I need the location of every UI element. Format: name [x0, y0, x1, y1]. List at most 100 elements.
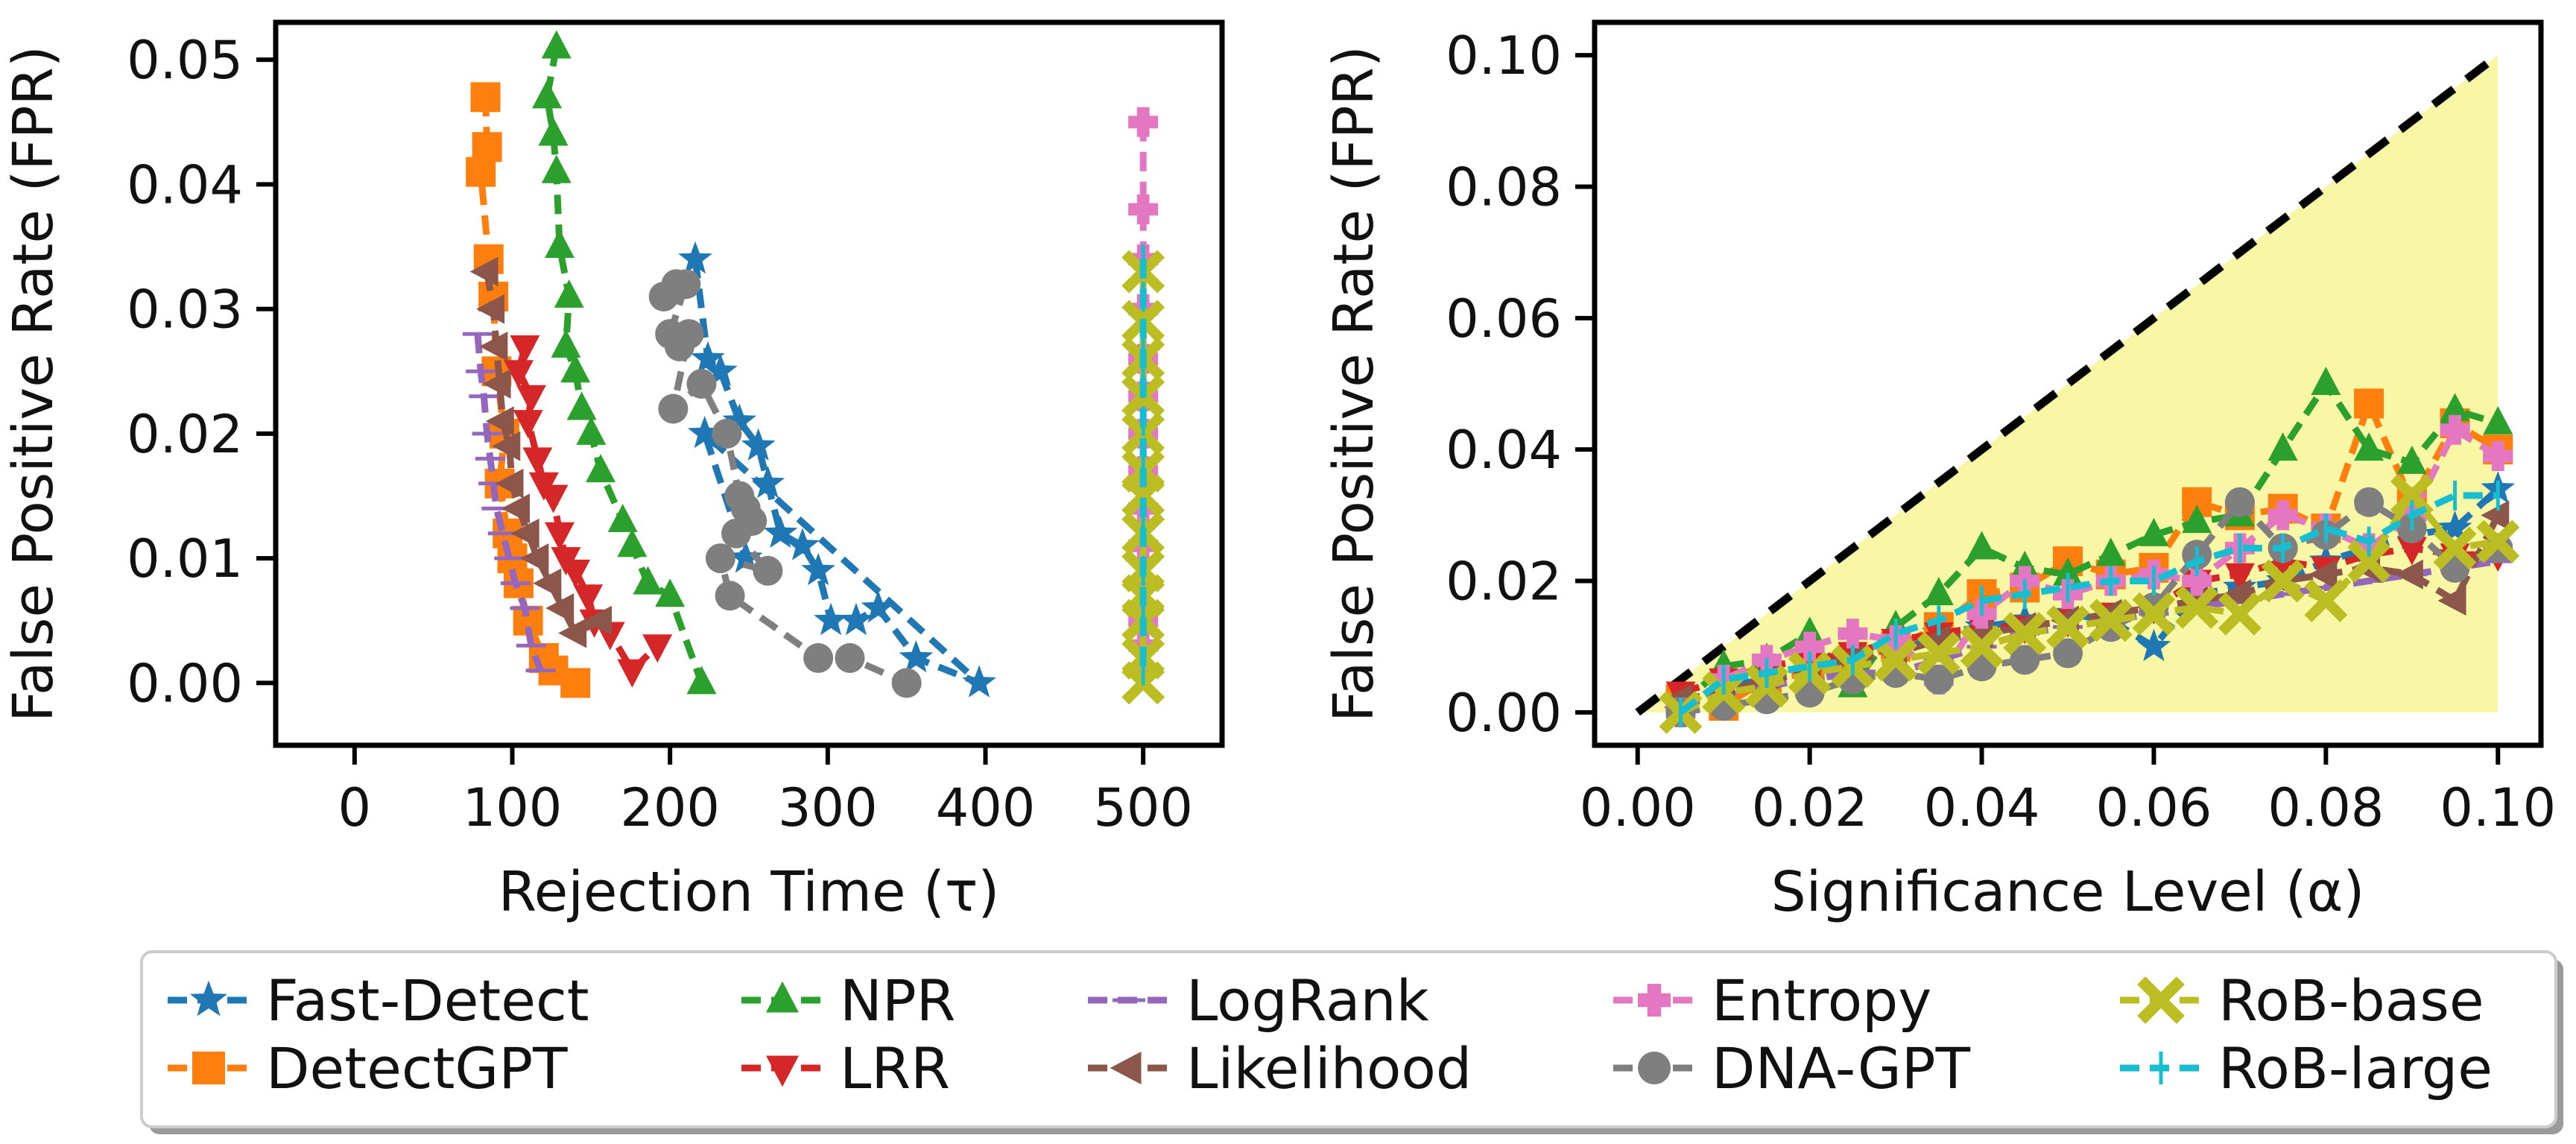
legend-label: Likelihood [1186, 1035, 1472, 1102]
left-point-npr [617, 528, 648, 557]
left-point-npr [566, 391, 597, 420]
left-axis-ticks: 0 100 200 300 400 500 0.00 0.01 0.02 0.03 0.04 0.05 [127, 30, 1193, 838]
legend-marker-detectgpt [192, 1052, 225, 1084]
right-line-rob-large [1678, 492, 2499, 715]
legend-label: DetectGPT [266, 1035, 568, 1102]
legend-item-lrr: LRR [741, 1035, 950, 1102]
right-series-marks [1659, 367, 2520, 734]
left-plot-background [276, 22, 1222, 745]
left-point-fast-detect [814, 602, 848, 636]
left-point-detectgpt [472, 132, 502, 162]
left-x-axis-label: Rejection Time (τ) [499, 860, 1000, 924]
right-point-detectgpt [2354, 388, 2384, 419]
left-series-npr [532, 30, 717, 695]
right-point-dna-gpt [1923, 664, 1954, 695]
right-y-tick-label: 0.08 [1446, 157, 1562, 218]
left-point-dna-gpt [671, 269, 701, 300]
left-point-npr [538, 117, 569, 146]
left-point-lrr [573, 584, 604, 613]
left-point-dna-gpt [705, 543, 735, 574]
left-point-npr [586, 454, 616, 483]
right-point-npr [2053, 557, 2083, 586]
left-point-lrr [545, 522, 575, 551]
legend-label: Entropy [1712, 967, 1931, 1034]
left-series-likelihood [469, 256, 613, 648]
right-y-axis-label: False Positive Rate (FPR) [1322, 45, 1386, 722]
right-point-npr [2396, 445, 2427, 474]
right-point-fast-detect [2437, 511, 2472, 543]
left-y-tick-label: 0.00 [127, 653, 243, 714]
left-point-fast-detect [741, 428, 776, 461]
left-point-lrr [516, 385, 546, 414]
legend-marker-rob-base [2137, 976, 2185, 1024]
left-point-npr [532, 80, 563, 109]
left-point-likelihood [485, 406, 514, 437]
left-point-npr [607, 503, 638, 532]
right-point-dna-gpt [2053, 638, 2083, 669]
left-point-dna-gpt [715, 581, 745, 611]
right-point-rob-base [2132, 592, 2176, 636]
left-point-dna-gpt [721, 518, 752, 549]
legend-item-dna-gpt: DNA-GPT [1613, 1035, 1971, 1102]
right-y-tick-label: 0.00 [1446, 683, 1562, 744]
left-series-dna-gpt [648, 269, 922, 698]
legend-marker-entropy [1638, 984, 1671, 1017]
left-point-dna-gpt [686, 369, 717, 399]
legend-label: Fast-Detect [266, 967, 589, 1034]
right-point-entropy [2440, 414, 2470, 445]
right-x-tick-label: 0.02 [1752, 777, 1868, 838]
right-point-rob-base [2261, 559, 2305, 603]
right-point-rob-base [2046, 605, 2089, 649]
left-point-dna-gpt [674, 319, 704, 350]
left-point-detectgpt [560, 668, 591, 698]
left-series-fast-detect [678, 241, 996, 698]
legend-item-logrank: LogRank [1088, 967, 1429, 1034]
left-point-dna-gpt [658, 394, 689, 424]
right-x-tick-label: 0.10 [2440, 777, 2556, 838]
right-point-rob-base [1917, 631, 1961, 675]
left-point-npr [545, 230, 575, 259]
left-line-npr [543, 46, 705, 684]
legend-item-detectgpt: DetectGPT [168, 1035, 568, 1102]
legend-item-entropy: Entropy [1613, 967, 1931, 1034]
left-point-fast-detect [899, 639, 934, 673]
right-point-npr [2010, 550, 2040, 579]
left-point-lrr [642, 634, 673, 663]
right-point-rob-base [2003, 612, 2047, 656]
left-point-entropy [1128, 107, 1159, 137]
left-point-dna-gpt [753, 555, 783, 586]
legend-item-rob-base: RoB-base [2120, 967, 2484, 1034]
right-point-npr [2095, 537, 2126, 566]
right-point-likelihood [2394, 559, 2423, 590]
left-y-tick-label: 0.04 [127, 154, 243, 215]
left-point-lrr [513, 410, 543, 439]
left-point-likelihood [501, 493, 530, 524]
left-point-fast-detect [750, 465, 785, 499]
legend-item-rob-large: RoB-large [2120, 1035, 2493, 1102]
left-point-fast-detect [703, 353, 738, 386]
left-x-tick-label: 400 [936, 777, 1036, 838]
right-point-likelihood [2308, 559, 2338, 590]
right-point-entropy [1838, 619, 1868, 649]
right-point-rob-base [2218, 592, 2262, 636]
left-point-fast-detect [962, 665, 996, 698]
left-point-likelihood [558, 618, 587, 648]
right-point-npr [2354, 432, 2384, 461]
legend-item-likelihood: Likelihood [1088, 1035, 1472, 1102]
left-x-tick-label: 0 [338, 777, 372, 838]
right-y-tick-label: 0.04 [1446, 420, 1562, 481]
legend-label: LogRank [1186, 967, 1429, 1034]
left-point-dna-gpt [803, 642, 834, 673]
legend-marker-fast-detect [189, 980, 228, 1017]
left-point-npr [686, 666, 717, 695]
right-point-rob-base [2089, 598, 2133, 642]
legend-box [140, 950, 2557, 1128]
left-point-detectgpt [466, 157, 496, 187]
right-line-detectgpt [1680, 394, 2500, 710]
right-point-likelihood [2481, 500, 2510, 531]
legend-label: NPR [840, 967, 956, 1034]
left-point-fast-detect [678, 241, 712, 274]
right-y-tick-label: 0.10 [1446, 25, 1562, 86]
left-y-tick-label: 0.05 [127, 30, 243, 91]
